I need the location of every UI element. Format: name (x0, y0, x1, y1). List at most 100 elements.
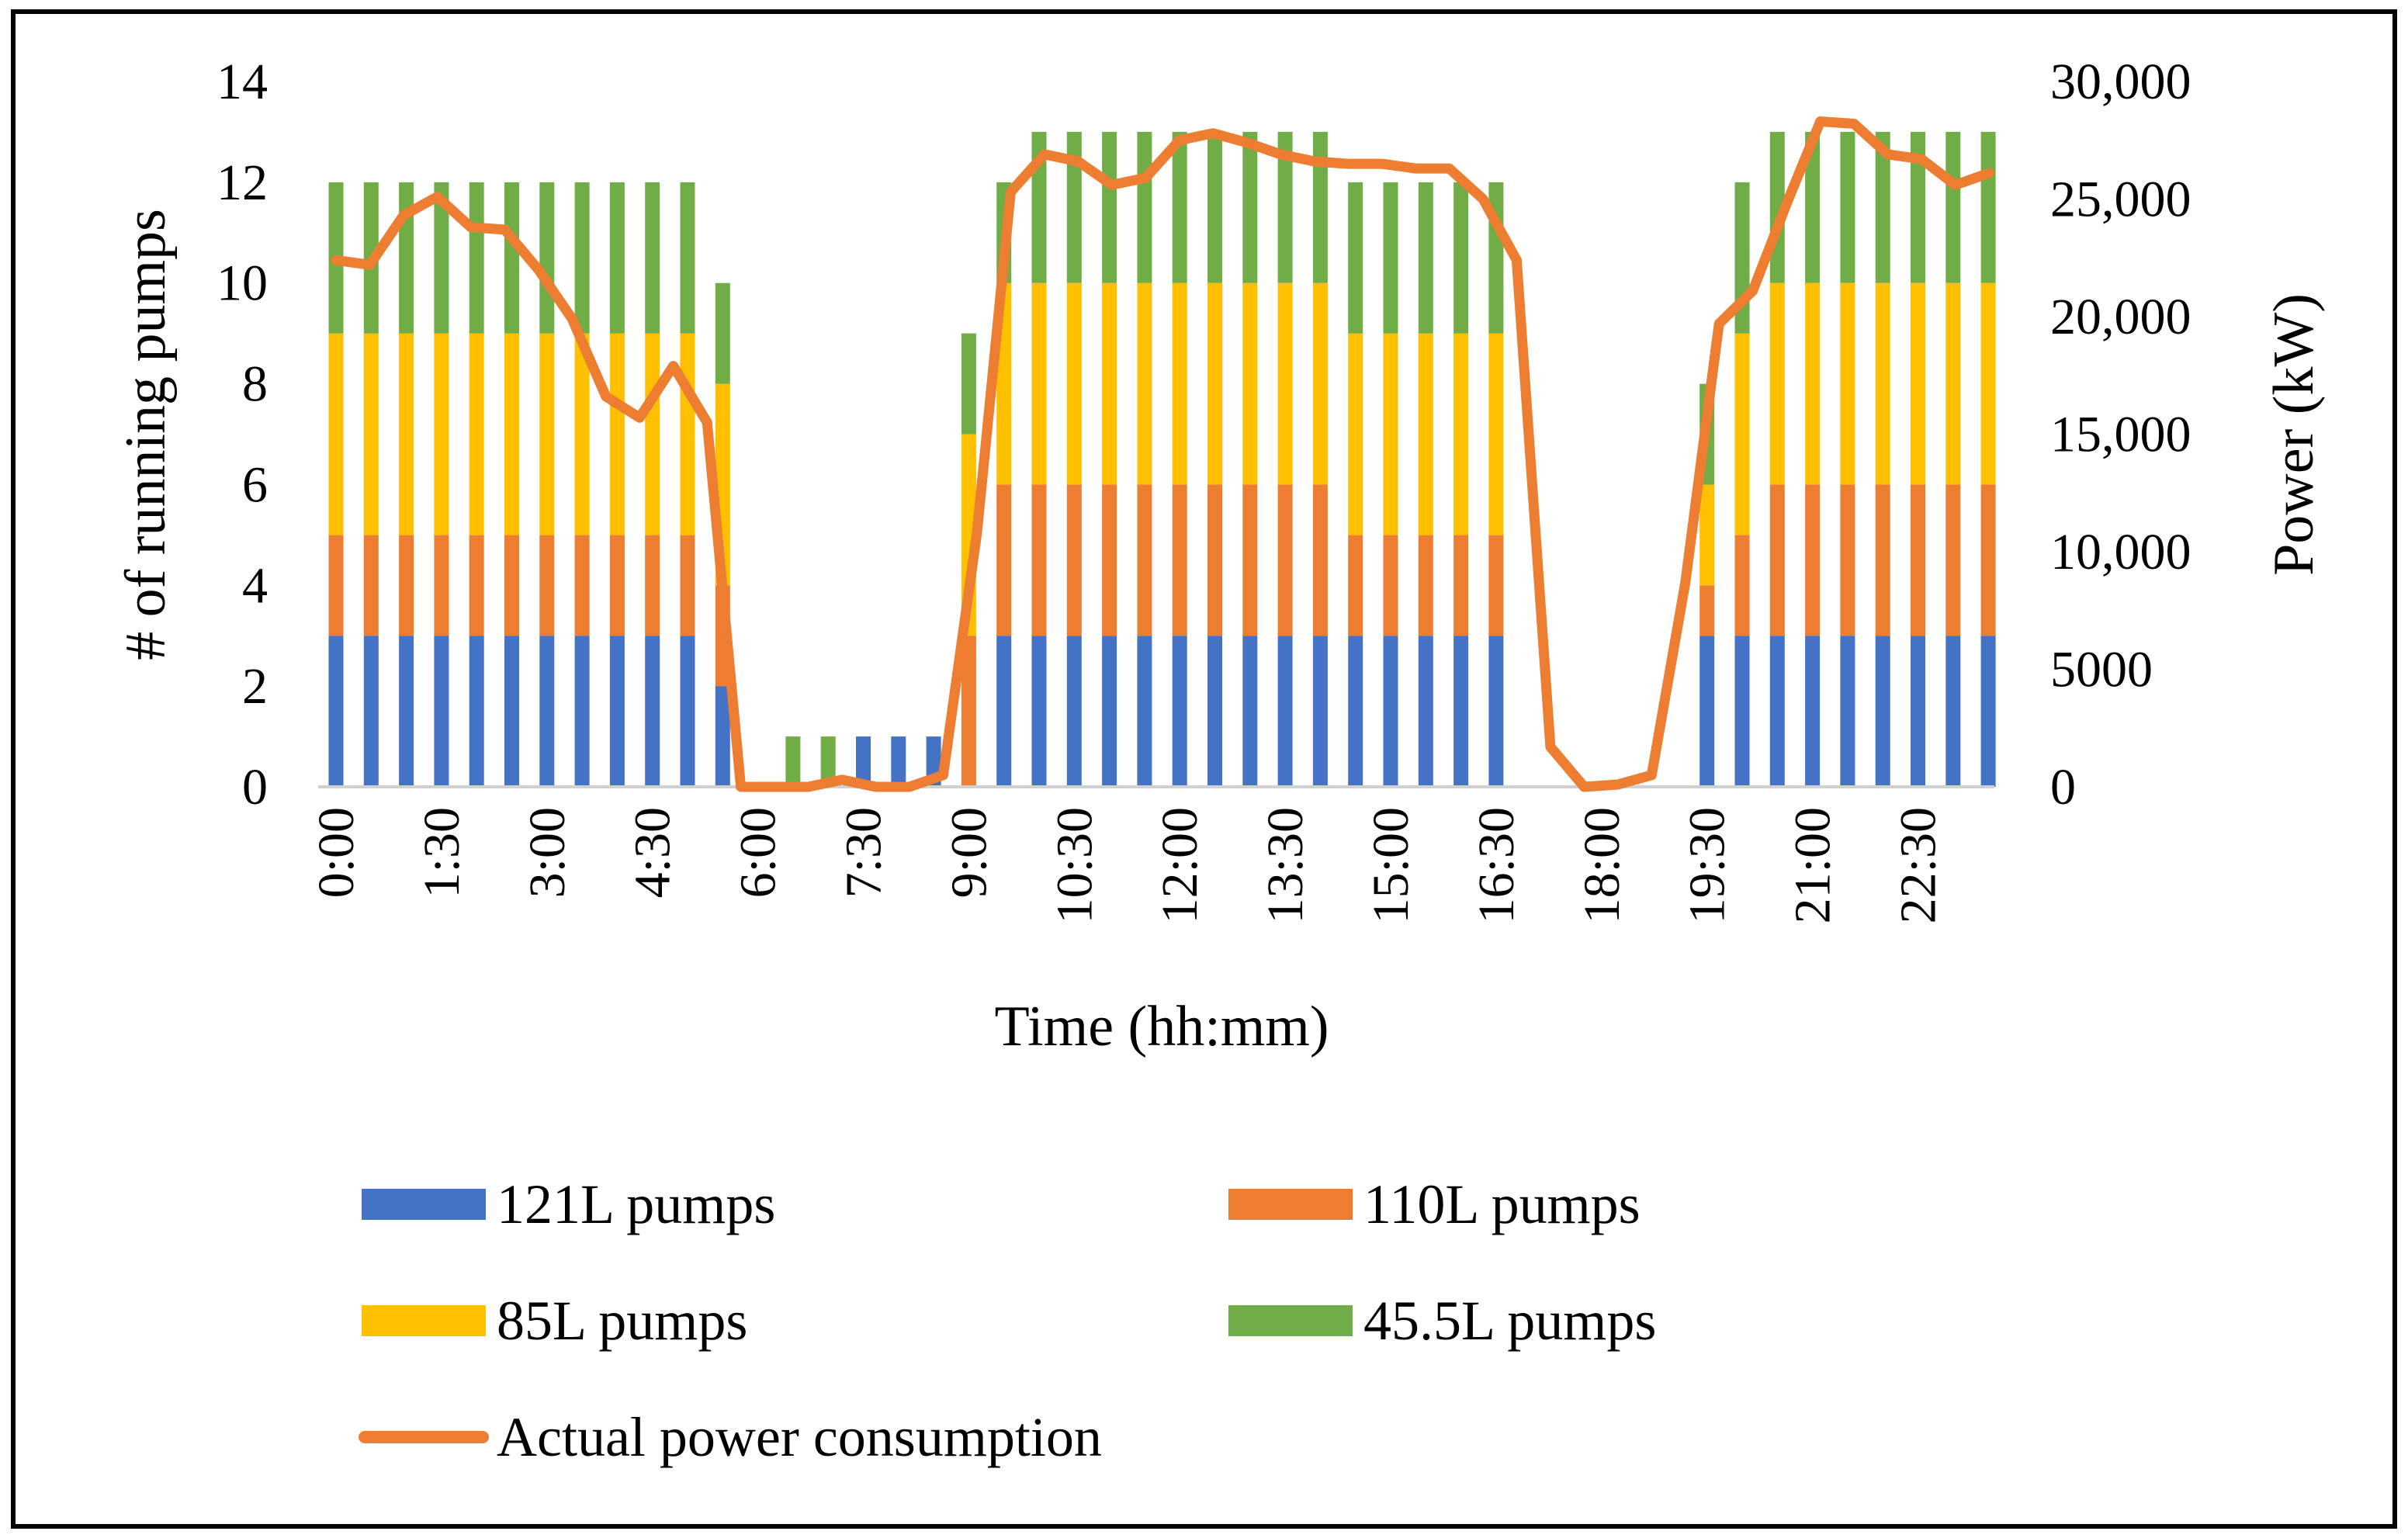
bar-segment (1348, 333, 1363, 535)
y-tick-label: 6 (242, 456, 268, 513)
x-tick-label: 12:00 (1152, 807, 1208, 923)
bar-segment (1172, 636, 1187, 787)
x-tick-label: 18:00 (1574, 807, 1630, 923)
bar-segment (1207, 484, 1222, 636)
bar-segment (891, 736, 906, 787)
y-tick-label: 2 (242, 658, 268, 715)
bar-segment (504, 333, 519, 535)
legend-item-85l: 85L pumps (362, 1290, 747, 1352)
bar-segment (1418, 182, 1433, 334)
y-tick-label: 14 (217, 54, 268, 110)
bar-segment (1418, 535, 1433, 636)
bar-segment (1734, 535, 1750, 636)
bar-segment (1488, 333, 1504, 535)
legend: 121L pumps 110L pumps 85L pumps 45.5L pu… (359, 1173, 1656, 1468)
bar-segment (1840, 636, 1855, 787)
bar-segment (645, 182, 660, 334)
bar-segment (328, 636, 344, 787)
bar-segment (1769, 484, 1785, 636)
bar-segment (434, 636, 449, 787)
bar-segment (645, 333, 660, 535)
legend-label-121l: 121L pumps (497, 1173, 775, 1235)
bar-segment (1348, 535, 1363, 636)
x-tick-label: 4:30 (625, 807, 681, 898)
bar-segment (1172, 131, 1187, 283)
bar-segment (1488, 636, 1504, 787)
y-tick-label: 12 (217, 154, 268, 211)
x-axis-ticks: 0:00 1:30 3:00 4:30 6:00 7:30 9:00 10:30 12:00 13… (308, 807, 1947, 923)
x-tick-label: 1:30 (414, 807, 470, 898)
bar-segment (1102, 484, 1117, 636)
bar-segment (1242, 636, 1258, 787)
bar-segment (539, 182, 555, 334)
bar-segment (504, 535, 519, 636)
bar-segment (1840, 282, 1855, 485)
bar-segment (1769, 282, 1785, 485)
bar-segment (1805, 636, 1821, 787)
bar-segment (715, 282, 730, 384)
bar-segment (1277, 282, 1293, 485)
bar-segment (434, 182, 449, 334)
bar-segment (434, 535, 449, 636)
bar-segment (1911, 484, 1925, 636)
x-tick-label: 16:30 (1468, 807, 1525, 923)
bar-segment (1911, 282, 1925, 485)
bar-segment (856, 736, 871, 787)
bar-segment (1277, 636, 1293, 787)
x-tick-label: 0:00 (308, 807, 365, 898)
bar-segment (1980, 484, 1996, 636)
bar-segment (1911, 636, 1925, 787)
legend-swatch-121l (362, 1189, 486, 1220)
bars-layer (328, 131, 1996, 787)
bar-segment (1312, 484, 1328, 636)
bar-segment (961, 636, 976, 787)
bar-segment (1699, 484, 1715, 586)
y2-tick-label: 20,000 (2050, 289, 2191, 345)
y2-tick-label: 0 (2050, 759, 2076, 816)
bar-segment (1102, 131, 1117, 283)
bar-segment (399, 182, 414, 334)
bar-segment (1312, 282, 1328, 485)
bar-segment (469, 182, 484, 334)
bar-segment (574, 636, 590, 787)
bar-segment (1066, 484, 1082, 636)
bar-segment (1911, 131, 1925, 283)
y2-tick-label: 5000 (2050, 642, 2153, 698)
legend-label-45-5l: 45.5L pumps (1363, 1290, 1656, 1352)
bar-segment (1277, 131, 1293, 283)
bar-segment (434, 333, 449, 535)
bar-segment (574, 535, 590, 636)
legend-label-110l: 110L pumps (1363, 1173, 1641, 1235)
bar-segment (1840, 484, 1855, 636)
bar-segment (1418, 333, 1433, 535)
x-tick-label: 7:30 (836, 807, 892, 898)
bar-segment (539, 636, 555, 787)
bar-segment (645, 636, 660, 787)
bar-segment (1453, 636, 1469, 787)
bar-segment (1769, 636, 1785, 787)
bar-segment (680, 333, 695, 535)
legend-label-power: Actual power consumption (497, 1406, 1102, 1468)
x-tick-label: 19:30 (1679, 807, 1736, 923)
bar-segment (1242, 131, 1258, 283)
bar-segment (1980, 282, 1996, 485)
x-tick-label: 10:30 (1046, 807, 1103, 923)
bar-segment (363, 535, 379, 636)
bar-segment (469, 636, 484, 787)
bar-segment (399, 535, 414, 636)
bar-segment (399, 333, 414, 535)
bar-segment (1172, 484, 1187, 636)
bar-segment (1137, 282, 1152, 485)
bar-segment (539, 535, 555, 636)
legend-swatch-45-5l (1228, 1305, 1353, 1336)
bar-segment (504, 182, 519, 334)
bar-segment (574, 182, 590, 334)
bar-segment (1031, 636, 1047, 787)
legend-label-85l: 85L pumps (497, 1290, 747, 1352)
bar-segment (1383, 636, 1398, 787)
bar-segment (1840, 131, 1855, 283)
bar-segment (1383, 333, 1398, 535)
legend-item-121l: 121L pumps (362, 1173, 775, 1235)
bar-segment (715, 686, 730, 787)
bar-segment (1875, 636, 1890, 787)
